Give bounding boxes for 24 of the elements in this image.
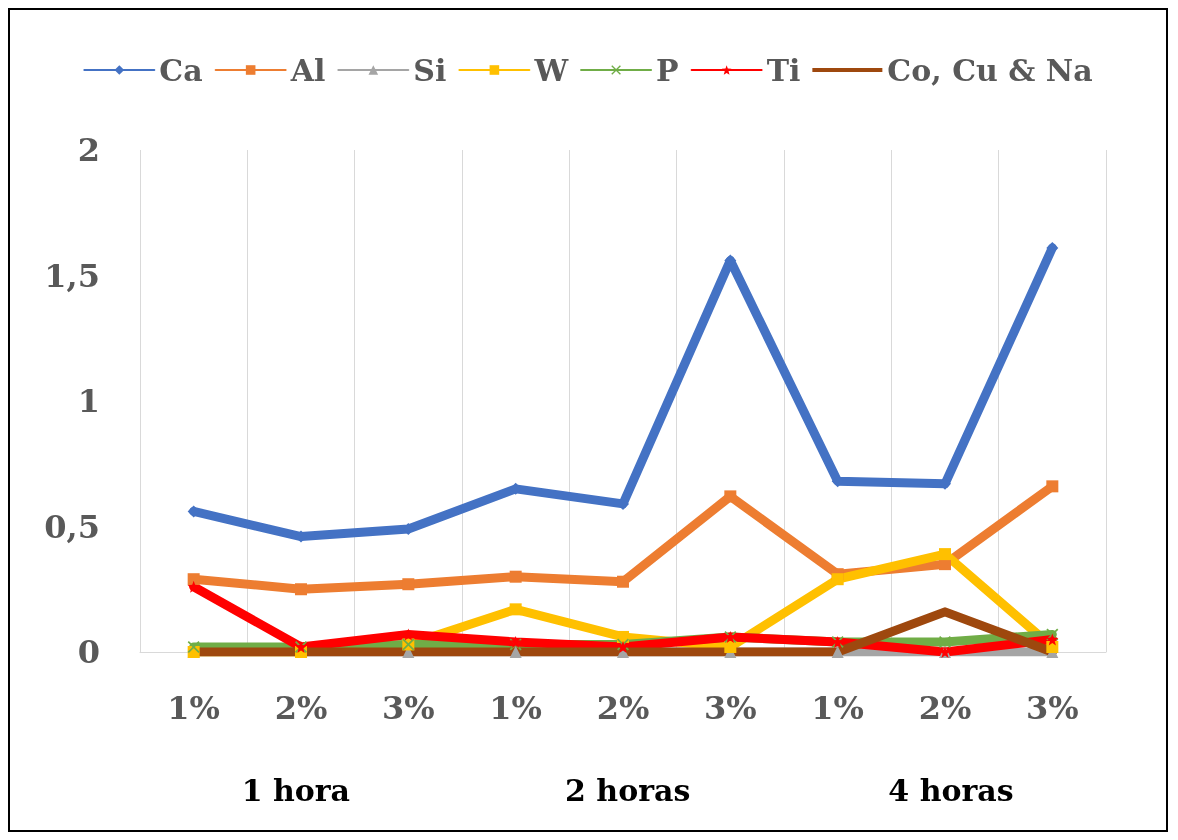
y-tick-label: 2 bbox=[77, 131, 100, 169]
legend-label: Al bbox=[289, 52, 326, 88]
legend-label: Si bbox=[413, 52, 447, 88]
y-tick-label: 1 bbox=[77, 382, 100, 420]
x-tick-label: 3% bbox=[1026, 689, 1079, 727]
y-tick-label: 0 bbox=[77, 633, 100, 671]
y-tick-label: 1,5 bbox=[44, 256, 100, 295]
legend-label: Co, Cu & Na bbox=[887, 52, 1093, 88]
text: 4 horas bbox=[888, 772, 1014, 808]
text: 2 horas bbox=[565, 772, 691, 808]
x-tick-label: 1% bbox=[811, 689, 864, 727]
x-tick-label: 1% bbox=[489, 689, 542, 727]
text: 1 hora bbox=[241, 772, 351, 808]
x-tick-label: 3% bbox=[704, 689, 757, 727]
x-tick-label: 2% bbox=[918, 689, 972, 727]
x-tick-label: 2% bbox=[596, 689, 650, 727]
x-tick-label: 2% bbox=[274, 689, 328, 727]
legend-label: Ti bbox=[766, 52, 801, 88]
x-tick-label: 1% bbox=[167, 689, 220, 727]
x-tick-label: 3% bbox=[382, 689, 435, 727]
legend-label: Ca bbox=[159, 52, 203, 88]
legend-label: P bbox=[656, 52, 679, 88]
legend-label: W bbox=[533, 52, 570, 88]
y-tick-label: 0,5 bbox=[44, 507, 100, 546]
